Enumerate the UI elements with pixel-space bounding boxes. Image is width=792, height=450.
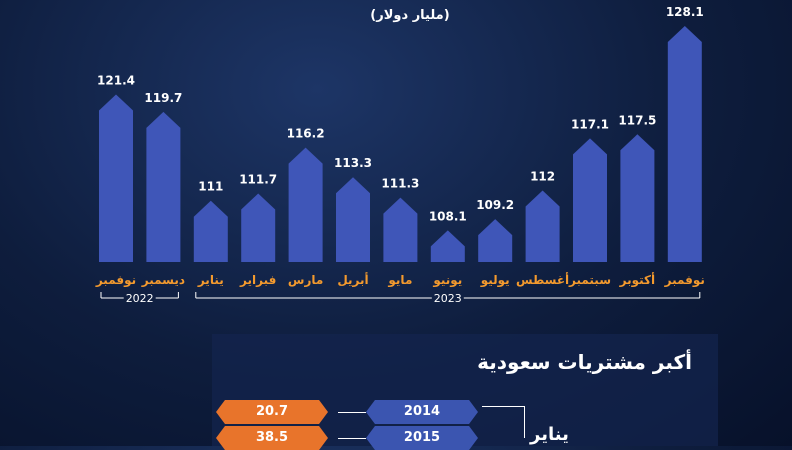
bar-4 — [288, 147, 323, 262]
category-label-0: نوفمبر — [95, 273, 136, 288]
value-label-11: 117.5 — [618, 113, 656, 127]
bar-11 — [620, 134, 655, 262]
category-label-8: يوليو — [480, 273, 510, 288]
unit-label: (مليار دولار) — [370, 8, 450, 23]
value-label-1: 119.7 — [144, 91, 182, 105]
value-label-9: 112 — [530, 169, 555, 183]
bar-10 — [573, 138, 607, 262]
purchase-year-1: 2014 — [366, 400, 478, 424]
bracket-line — [482, 406, 524, 407]
category-label-1: ديسمبر — [141, 273, 185, 287]
category-label-7: يونيو — [432, 273, 462, 288]
bar-9 — [525, 190, 560, 262]
year-label-1: 2023 — [434, 292, 462, 305]
category-label-5: أبريل — [337, 272, 368, 287]
value-label-0: 121.4 — [97, 73, 135, 87]
category-label-6: مايو — [387, 273, 412, 288]
bar-8 — [478, 219, 513, 262]
bar-7 — [430, 230, 465, 262]
bracket-vertical — [524, 406, 525, 438]
category-label-3: فبراير — [239, 273, 276, 287]
value-label-4: 116.2 — [287, 127, 325, 141]
bar-2 — [193, 200, 228, 262]
panel-month-label: يناير — [530, 424, 569, 445]
category-label-10: سبتمبر — [568, 273, 611, 287]
value-label-3: 111.7 — [239, 173, 277, 187]
year-label-0: 2022 — [126, 292, 154, 305]
bar-0 — [99, 94, 133, 262]
purchase-value-1: 20.7 — [216, 400, 328, 424]
value-label-12: 128.1 — [666, 5, 704, 19]
row-connector-2 — [338, 438, 366, 439]
value-label-2: 111 — [198, 180, 223, 194]
value-label-10: 117.1 — [571, 117, 609, 131]
bar-12 — [667, 26, 702, 262]
value-label-8: 109.2 — [476, 198, 514, 212]
row-connector-1 — [338, 412, 366, 413]
value-label-6: 111.3 — [381, 177, 419, 191]
value-label-5: 113.3 — [334, 156, 372, 170]
purchase-value-2: 38.5 — [216, 426, 328, 450]
bar-6 — [383, 197, 418, 262]
bar-1 — [146, 111, 181, 263]
bar-5 — [336, 177, 370, 262]
panel-title: أكبر مشتريات سعودية — [477, 350, 692, 374]
category-label-2: يناير — [197, 273, 224, 287]
category-label-9: أغسطس — [516, 272, 569, 287]
value-label-7: 108.1 — [429, 209, 467, 223]
category-label-12: نوفمبر — [664, 273, 705, 288]
category-label-11: أكتوبر — [619, 272, 655, 288]
purchase-year-2: 2015 — [366, 426, 478, 450]
category-label-4: مارس — [288, 273, 323, 287]
bar-3 — [241, 193, 276, 262]
